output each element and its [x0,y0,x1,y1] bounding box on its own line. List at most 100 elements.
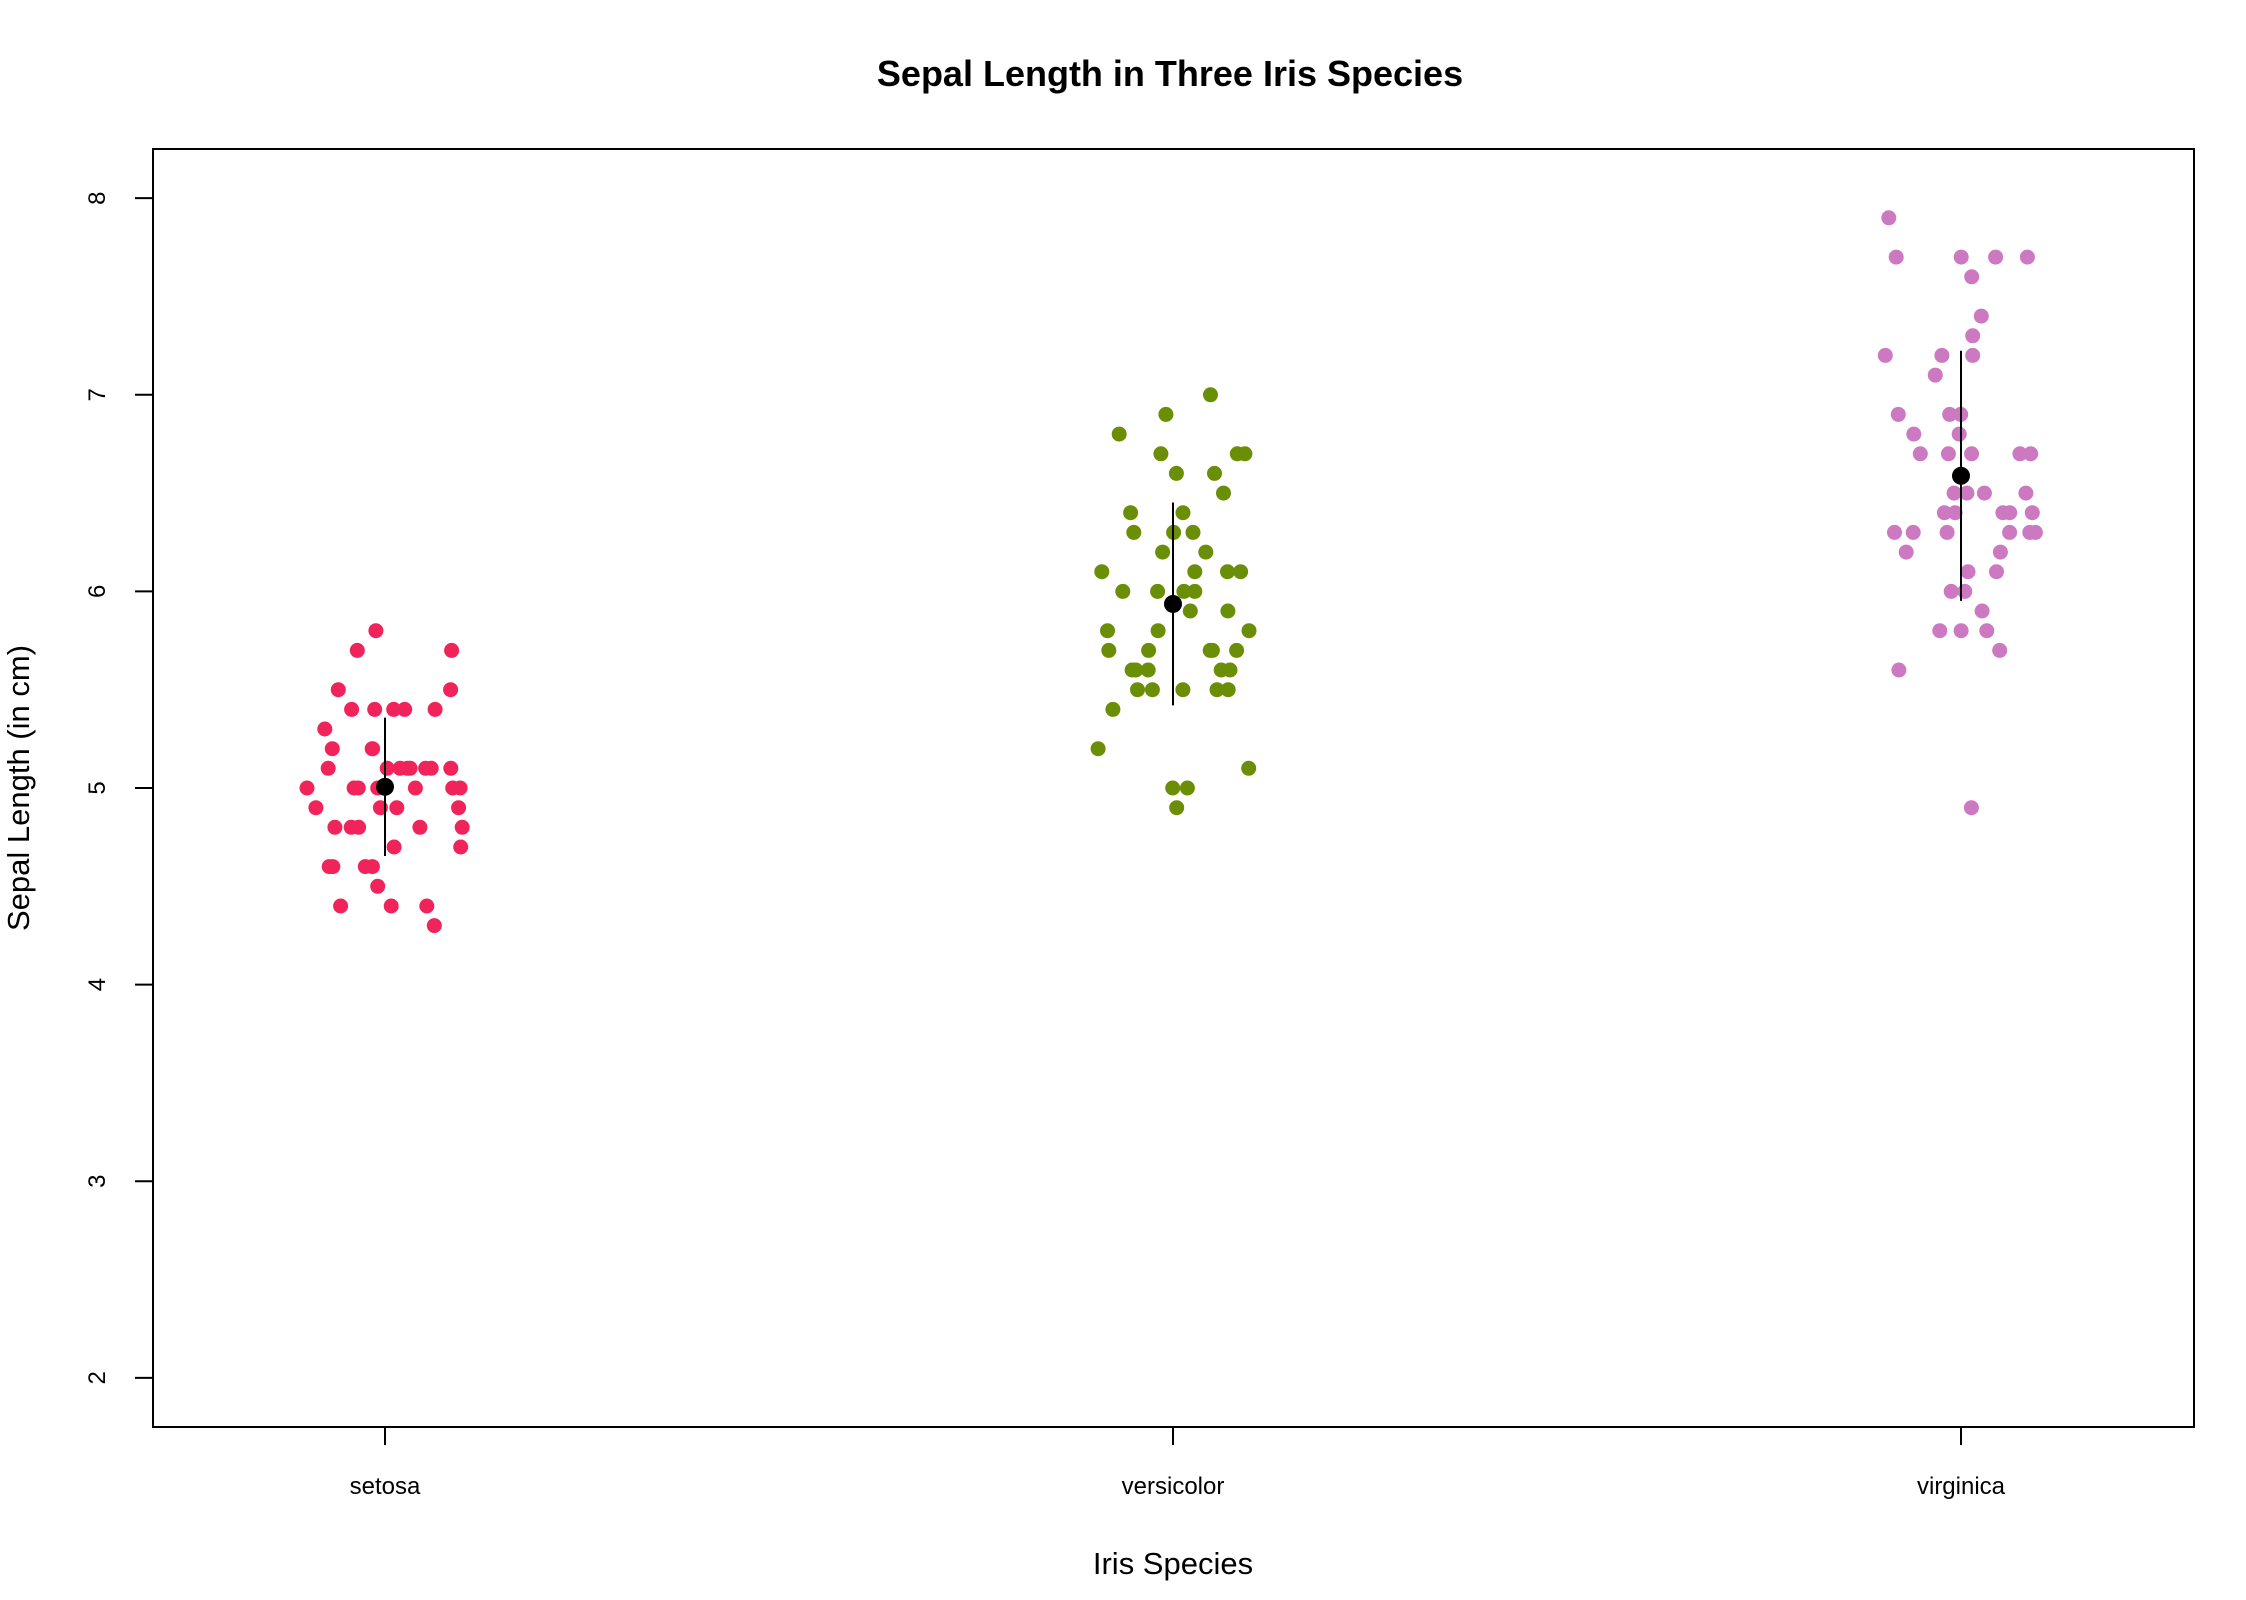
data-point [1220,603,1236,619]
data-point [392,760,408,776]
data-point [453,839,469,855]
data-point [1237,446,1253,462]
data-point [1964,446,1980,462]
data-point [397,701,413,717]
y-tick-label: 8 [84,191,111,204]
x-tick-label: virginica [1917,1473,2006,1500]
data-point [1198,544,1214,560]
mean-sd-markers [376,350,1970,857]
data-point [370,878,386,894]
x-axis-label: Iris Species [1093,1546,1253,1581]
data-point [1979,623,1995,639]
data-point [1216,485,1231,501]
data-point [1213,662,1229,678]
y-tick-label: 3 [84,1175,111,1188]
data-point [389,800,405,816]
data-point [1953,249,1969,265]
data-point [1176,583,1192,599]
data-point [1168,465,1184,481]
data-point [1992,642,2008,658]
data-point [1150,623,1166,639]
data-point [1220,682,1236,698]
data-point [2019,249,2035,265]
data-point [1111,426,1127,442]
data-point [346,780,362,796]
data-point [364,741,380,757]
data-point [1187,583,1203,599]
data-point [327,819,343,835]
data-point [1094,564,1110,580]
x-tick-label: versicolor [1122,1473,1225,1500]
data-point [299,780,315,796]
data-point [1881,210,1897,226]
data-point [443,682,459,698]
data-point [1992,544,2008,560]
data-point [1229,642,1245,658]
data-point [1932,623,1948,639]
y-tick-label: 7 [84,388,111,401]
data-point [1241,623,1257,639]
data-point [1141,642,1157,658]
data-point [2024,505,2040,521]
data-point [1988,249,2004,265]
data-point [1123,505,1139,521]
data-point [451,800,467,816]
data-point [1155,544,1171,560]
data-point [1906,426,1922,442]
data-point [1128,662,1144,678]
data-point [1957,583,1973,599]
data-point [1165,780,1181,796]
data-point [1995,505,2011,521]
data-point [1182,603,1198,619]
data-point [330,682,346,698]
data-point [1179,780,1195,796]
data-point [1175,682,1191,698]
data-point [1888,249,1904,265]
y-tick-label: 4 [84,978,111,991]
data-point [333,898,349,914]
data-points [299,210,2043,934]
data-point [344,701,360,717]
y-tick-label: 2 [84,1371,111,1384]
data-point [379,760,395,776]
data-point [1959,485,1975,501]
data-point [1877,347,1893,363]
data-point [1202,642,1218,658]
data-point [1101,642,1117,658]
data-point [1105,701,1121,717]
data-point [1150,583,1166,599]
data-point [1233,564,1249,580]
data-point [407,780,423,796]
data-point [1973,308,1989,324]
data-point [423,760,439,776]
data-point [1158,406,1174,422]
data-point [1187,564,1203,580]
data-point [1207,465,1222,481]
data-point [1203,387,1218,403]
data-point [444,642,460,658]
data-point [1965,328,1981,344]
data-point [1940,446,1956,462]
data-point [1939,524,1955,540]
y-tick-label: 5 [84,781,111,794]
data-point [1936,505,1952,521]
data-point [343,819,359,835]
data-point [1951,426,1967,442]
data-point [1140,662,1156,678]
data-point [412,819,428,835]
data-point [2018,485,2034,501]
data-point [1169,800,1185,816]
data-point [1960,564,1976,580]
data-point [1943,583,1959,599]
data-point [2012,446,2028,462]
x-axis: setosa versicolor virginica [350,1427,2006,1500]
data-point [2027,524,2043,540]
y-tick-label: 6 [84,585,111,598]
data-point [1185,524,1201,540]
data-point [1130,682,1145,698]
data-point [383,898,399,914]
data-point [317,721,333,737]
data-point [1100,623,1115,639]
data-point [1974,603,1990,619]
